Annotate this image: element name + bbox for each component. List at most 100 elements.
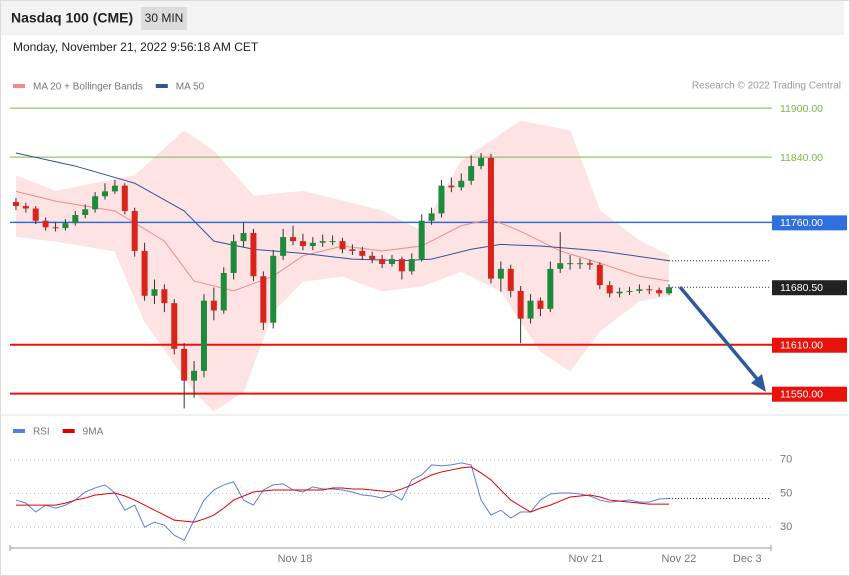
legend-swatch (13, 84, 25, 88)
candle-body (369, 255, 376, 260)
candle-body (22, 206, 29, 209)
candle-body (458, 180, 465, 188)
indicator-line (15, 462, 670, 541)
level-label: 11610.00 (780, 340, 823, 352)
candle-body (329, 241, 336, 243)
candle-body (82, 209, 89, 216)
candle-body (171, 303, 178, 349)
candle-body (240, 232, 247, 242)
candle-body (418, 220, 425, 260)
candle-body (131, 210, 138, 251)
x-tick-label: Dec 3 (733, 553, 762, 565)
candle-body (408, 259, 415, 272)
title: Nasdaq 100 (CME) (11, 10, 133, 26)
legend-label: 9MA (83, 427, 104, 438)
candle-body (557, 263, 564, 269)
candle-body (230, 241, 237, 273)
legend-label: MA 50 (176, 82, 205, 93)
candle-body (339, 241, 346, 250)
level-label-box (772, 215, 847, 231)
candle-body (448, 185, 455, 188)
forecast-arrowhead (751, 374, 766, 392)
candle-body (181, 348, 188, 381)
level-label: 11550.00 (780, 388, 823, 400)
legend-swatch (155, 84, 168, 88)
candle-body (220, 272, 227, 311)
candle-body (42, 220, 49, 228)
candle-body (606, 285, 613, 294)
candle-body (141, 250, 148, 296)
plot: MA 20 + Bollinger Bands MA 50 11900.00 1184… (10, 82, 847, 565)
candle-body (596, 264, 603, 286)
x-tick-label: Nov 21 (569, 553, 604, 565)
candle-body (468, 166, 475, 181)
candle-body (161, 289, 168, 304)
level-label-box (772, 386, 847, 402)
candle-body (487, 157, 494, 279)
candle-body (507, 268, 514, 291)
candle-body (428, 213, 435, 221)
candle-body (52, 227, 59, 229)
candle-body (111, 185, 118, 192)
timeframe-box (141, 7, 187, 30)
level-label: 11680.50 (780, 282, 823, 294)
y-tick-label: 30 (780, 521, 792, 533)
candle-body (547, 268, 554, 309)
candle-body (319, 241, 326, 243)
candle-body (151, 289, 158, 296)
bollinger-lower (15, 235, 670, 412)
candle-body (656, 290, 663, 294)
indicator-line (15, 466, 670, 523)
candle-body (577, 263, 584, 265)
candle-body (92, 196, 99, 210)
candle-body (646, 289, 653, 291)
level-label: 11900.00 (780, 103, 823, 115)
candle-body (309, 242, 316, 247)
candle-body (359, 250, 366, 256)
candle-body (379, 259, 386, 264)
legend-label: RSI (33, 427, 50, 438)
candle-body (527, 300, 534, 319)
source: Research © 2022 Trading Central (692, 81, 841, 92)
candle-body (398, 259, 405, 272)
candle-body (12, 201, 19, 207)
bollinger-fill (15, 121, 670, 411)
candle-body (250, 232, 257, 277)
candle-body (299, 241, 306, 247)
timeframe: 30 MIN (145, 11, 184, 25)
candle-body (497, 268, 504, 279)
forecast-arrow (678, 285, 760, 382)
candle-body (666, 287, 673, 294)
candle-body (200, 300, 207, 371)
candle-body (616, 291, 623, 294)
candle-body (478, 157, 485, 167)
candle-body (121, 185, 128, 211)
candle-body (438, 185, 445, 214)
candle-body (210, 300, 217, 311)
candle-body (586, 263, 593, 265)
level-label-box (772, 337, 847, 353)
legend-label: MA 20 + Bollinger Bands (33, 82, 143, 93)
level-label-box (772, 280, 847, 296)
candle-body (72, 215, 79, 224)
candle-body (517, 290, 524, 319)
candle-body (280, 237, 287, 256)
y-tick-label: 70 (780, 454, 792, 466)
candle-body (32, 208, 39, 221)
candle-body (290, 237, 297, 242)
candle-body (388, 259, 395, 264)
candle-body (102, 191, 109, 197)
candle-body (626, 290, 633, 292)
candle-body (260, 276, 267, 323)
candle-body (191, 370, 198, 381)
candle-body (537, 300, 544, 309)
candle-body (270, 255, 277, 323)
date: Monday, November 21, 2022 9:56:18 AM CET (13, 40, 259, 54)
candle-body (636, 289, 643, 291)
x-tick-label: Nov 22 (662, 553, 697, 565)
moving-average (15, 152, 670, 262)
candle-body (567, 263, 574, 265)
bollinger-upper (15, 120, 670, 257)
